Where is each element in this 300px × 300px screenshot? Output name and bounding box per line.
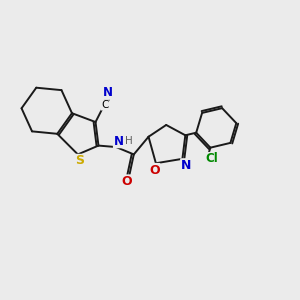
Text: O: O bbox=[149, 164, 160, 176]
Text: N: N bbox=[103, 86, 113, 99]
Text: C: C bbox=[101, 100, 108, 110]
Text: H: H bbox=[124, 136, 132, 146]
Text: N: N bbox=[113, 135, 124, 148]
Text: O: O bbox=[122, 175, 132, 188]
Text: N: N bbox=[181, 159, 191, 172]
Text: Cl: Cl bbox=[206, 152, 218, 166]
Text: S: S bbox=[75, 154, 84, 167]
